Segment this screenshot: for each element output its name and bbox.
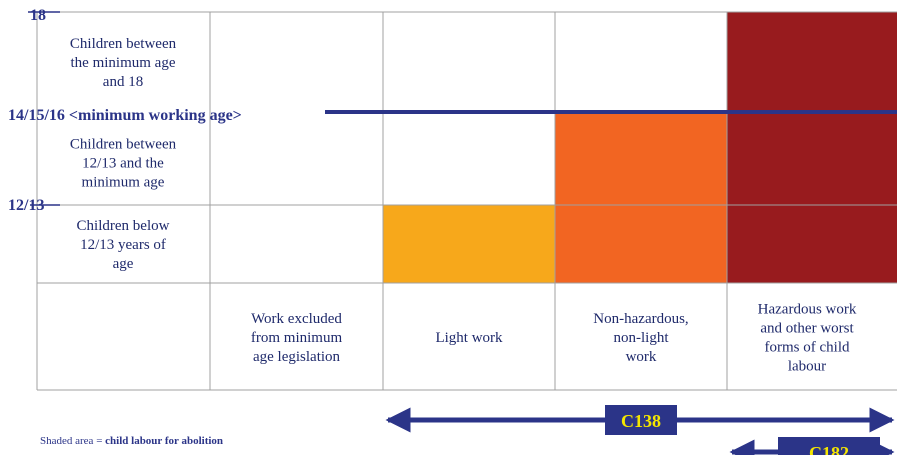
label-line: from minimum [251, 330, 343, 346]
convention-box [605, 405, 677, 435]
convention-label: C182 [809, 443, 849, 455]
label-line: age [113, 256, 134, 272]
grid [36, 11, 897, 391]
label-line: and 18 [103, 74, 143, 90]
legend-emphasis: child labour for abolition [105, 435, 223, 447]
label-line: labour [788, 359, 826, 375]
label-line: forms of child [765, 340, 850, 356]
age-mark: 14/15/16 <minimum working age> [8, 107, 242, 124]
age-mark: 12/13 [8, 197, 44, 214]
label-line: Children below [77, 218, 170, 234]
age-mark: 18 [30, 7, 46, 24]
shaded-cell [383, 205, 555, 283]
label-line: Hazardous work [758, 302, 857, 318]
label-line: Work excluded [251, 311, 342, 327]
label-line: Light work [435, 330, 503, 346]
convention-label: C138 [621, 411, 661, 431]
cell-label: Children between 12/13 and the minimum age [70, 137, 177, 191]
label-line: Children between [70, 36, 177, 52]
cell-label: Children between the minimum age and 18 [70, 36, 177, 90]
cell-label: Children below 12/13 years of age [77, 218, 170, 272]
legend: Shaded area = child labour for abolition [40, 435, 223, 447]
shaded-cell [727, 12, 897, 283]
convention-box [778, 437, 880, 455]
label-line: 12/13 and the [82, 156, 164, 172]
label-line: non-light [614, 330, 670, 346]
label-line: Children between [70, 137, 177, 153]
label-line: work [626, 349, 657, 365]
label-line: minimum age [82, 175, 165, 191]
legend-prefix: Shaded area = [40, 435, 105, 447]
cell-label: Light work [435, 330, 503, 346]
label-line: and other worst [760, 321, 854, 337]
cell-label: Hazardous work and other worst forms of ch… [758, 302, 857, 375]
shaded-cell [555, 112, 727, 283]
label-line: the minimum age [71, 55, 176, 71]
cell-label: Non-hazardous, non-light work [593, 311, 688, 365]
label-line: Non-hazardous, [593, 311, 688, 327]
label-line: age legislation [253, 349, 341, 365]
cell-label: Work excluded from minimum age legislation [251, 311, 343, 365]
label-line: 12/13 years of [80, 237, 166, 253]
